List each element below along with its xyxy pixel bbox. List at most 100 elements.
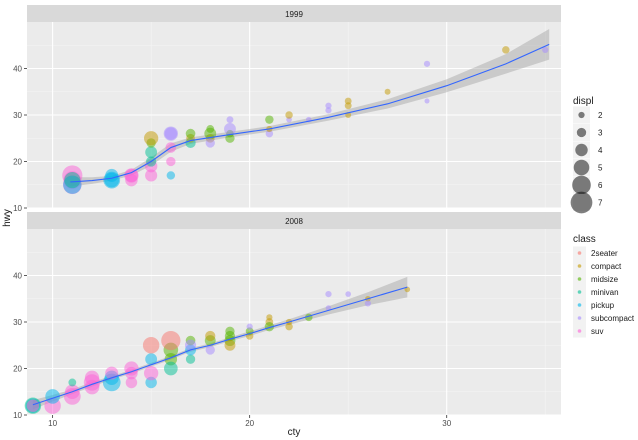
data-point-subcompact — [542, 46, 549, 54]
data-point-subcompact — [246, 323, 253, 330]
size-legend-key — [578, 111, 585, 119]
data-point-suv — [145, 169, 158, 182]
color-legend-key — [577, 290, 582, 294]
x-tick-label: 10 — [48, 419, 57, 428]
data-point-compact — [502, 46, 510, 54]
color-legend-label: minivan — [591, 288, 619, 297]
data-point-minivan — [185, 354, 196, 364]
size-legend-key — [576, 127, 587, 138]
strip-label-2008: 2008 — [285, 217, 303, 226]
data-point-compact — [285, 111, 293, 119]
data-point-subcompact — [224, 123, 236, 135]
size-legend-key — [575, 143, 588, 157]
size-legend-label: 2 — [598, 111, 603, 120]
data-point-compact — [266, 314, 273, 321]
size-legend-key — [573, 159, 590, 176]
color-legend-label: compact — [591, 262, 622, 271]
data-point-pickup — [45, 389, 60, 404]
color-legend-key — [577, 264, 582, 268]
data-point-suv — [166, 156, 176, 167]
data-point-suv — [124, 168, 138, 182]
size-legend: displ 2 3 4 5 6 7 — [570, 96, 603, 214]
data-point-subcompact — [345, 291, 351, 297]
smooth-line — [70, 43, 550, 183]
data-point-minivan — [164, 361, 178, 376]
data-point-2seater — [142, 337, 160, 354]
color-legend-key — [577, 251, 582, 255]
y-tick-label: 20 — [13, 158, 22, 167]
data-point-subcompact — [325, 290, 332, 298]
x-tick-label: 20 — [245, 419, 254, 428]
data-point-minivan — [68, 378, 77, 387]
data-point-subcompact — [205, 138, 215, 148]
data-point-midsize — [206, 125, 215, 133]
data-point-2seater — [161, 330, 181, 351]
y-tick-label: 10 — [13, 411, 22, 420]
color-legend-key — [577, 277, 582, 281]
data-point-midsize — [225, 133, 235, 143]
data-point-pickup — [166, 171, 176, 180]
facet-1999: 1999 10 20 30 40 — [13, 5, 561, 213]
data-point-subcompact — [325, 102, 332, 109]
color-legend-label: 2seater — [591, 249, 618, 258]
strip-label-1999: 1999 — [285, 10, 303, 19]
color-legend-key — [577, 329, 582, 333]
data-point-suv — [143, 366, 159, 381]
size-legend-label: 6 — [598, 181, 603, 190]
data-point-minivan — [64, 172, 81, 189]
data-point-midsize — [265, 115, 274, 124]
color-legend-label: suv — [591, 327, 603, 336]
data-point-midsize — [264, 321, 275, 332]
data-point-subcompact — [184, 339, 197, 351]
y-tick-label: 40 — [13, 272, 22, 281]
data-point-subcompact — [226, 116, 234, 124]
data-point-suv — [63, 388, 81, 405]
strip-2008 — [27, 212, 561, 229]
smooth-line — [32, 286, 408, 406]
data-point-midsize — [185, 128, 196, 139]
data-point-subcompact — [423, 60, 431, 67]
data-point-compact — [205, 330, 216, 342]
size-legend-key — [572, 175, 591, 195]
color-legend-key — [577, 316, 582, 320]
data-point-compact — [143, 131, 159, 146]
data-point-pickup — [103, 171, 121, 189]
x-tick-label: 30 — [442, 419, 451, 428]
y-tick-label: 20 — [13, 365, 22, 374]
data-point-compact — [224, 339, 236, 351]
data-point-pickup — [145, 353, 158, 366]
data-point-suv — [26, 399, 40, 412]
data-point-compact — [285, 322, 293, 331]
size-legend-label: 5 — [598, 164, 603, 173]
color-legend: class 2seater compact midsize minivan pickup… — [573, 234, 635, 338]
data-point-suv — [124, 361, 139, 376]
data-point-minivan — [145, 146, 158, 159]
data-point-subcompact — [325, 107, 332, 114]
data-point-midsize — [225, 326, 235, 336]
color-legend-key — [577, 303, 582, 307]
data-point-compact — [384, 88, 391, 95]
color-legend-title: class — [573, 234, 596, 245]
strip-1999 — [27, 5, 561, 22]
data-point-suv — [84, 370, 100, 385]
y-tick-label: 40 — [13, 65, 22, 74]
y-tick-label: 30 — [13, 318, 22, 327]
size-legend-title: displ — [573, 96, 594, 107]
size-legend-label: 4 — [598, 146, 603, 155]
x-axis-label: cty — [288, 427, 301, 438]
color-legend-label: pickup — [591, 301, 615, 310]
size-legend-label: 3 — [598, 129, 603, 138]
confidence-band — [32, 276, 408, 410]
data-point-compact — [344, 97, 352, 105]
y-tick-label: 30 — [13, 111, 22, 120]
data-point-subcompact — [164, 127, 178, 140]
y-axis-label: hwy — [2, 209, 13, 227]
color-legend-label: subcompact — [591, 314, 635, 323]
data-point-subcompact — [424, 98, 430, 104]
data-point-subcompact — [364, 300, 372, 307]
data-point-subcompact — [265, 129, 274, 138]
data-point-suv — [125, 376, 138, 389]
y-tick-label: 10 — [13, 204, 22, 213]
facet-2008: 2008 10 20 30 40 — [13, 212, 561, 420]
